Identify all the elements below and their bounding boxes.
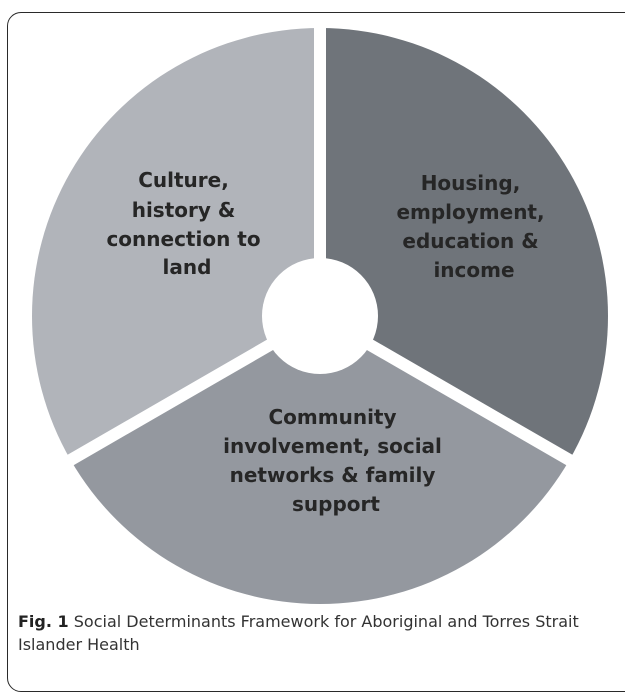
segment-label-culture: Culture, history & connection to land: [106, 168, 267, 279]
figure-label: Fig. 1: [18, 612, 69, 631]
segment-label-line: Culture,: [138, 168, 229, 192]
segment-label-line: history &: [132, 198, 236, 222]
center-hub: [262, 258, 378, 374]
segment-label-housing: Housing, employment, education & income: [396, 171, 551, 282]
segment-label-line: education &: [402, 229, 538, 253]
segment-label-line: income: [433, 258, 514, 282]
segment-label-line: land: [163, 255, 212, 279]
segment-label-line: Community: [269, 405, 397, 429]
segment-label-line: Housing,: [421, 171, 521, 195]
determinants-wheel: Culture, history & connection to land Ho…: [32, 28, 608, 604]
figure-caption-text: Social Determinants Framework for Aborig…: [18, 612, 579, 654]
segment-label-line: involvement, social: [223, 434, 442, 458]
segment-label-line: support: [292, 492, 380, 516]
figure-caption: Fig. 1 Social Determinants Framework for…: [18, 610, 613, 656]
segment-label-line: employment,: [396, 200, 544, 224]
segment-label-community: Community involvement, social networks &…: [223, 405, 449, 516]
segment-label-line: connection to: [106, 227, 260, 251]
segment-label-line: networks & family: [230, 463, 436, 487]
